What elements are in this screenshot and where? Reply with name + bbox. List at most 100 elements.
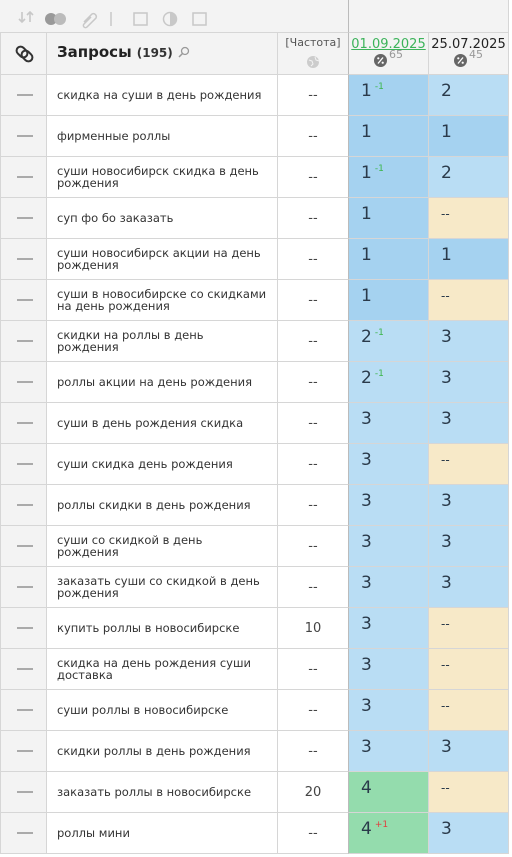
position-cell: --	[429, 649, 509, 690]
position: --	[441, 207, 450, 221]
position-cell: --	[429, 690, 509, 731]
date1-count: 65	[389, 48, 403, 61]
position: --	[441, 699, 450, 713]
position: 3	[361, 532, 372, 552]
query-header: Запросы (195)	[47, 33, 278, 75]
dash-icon	[17, 135, 33, 137]
position-cell: 2 -1	[349, 321, 429, 362]
position-change: -1	[374, 328, 384, 338]
date1-count-wrap: 65	[349, 48, 428, 67]
query-cell: скидка на день рождения суши доставка	[47, 649, 278, 690]
query: скидки роллы в день рождения	[57, 744, 251, 758]
query: заказать роллы в новосибирске	[57, 785, 252, 799]
position-cell: 3	[349, 485, 429, 526]
row-handle[interactable]	[0, 813, 47, 854]
row-handle[interactable]	[0, 75, 47, 116]
position-cell: 1	[349, 280, 429, 321]
search-icon[interactable]	[178, 46, 190, 58]
query: суп фо бо заказать	[57, 211, 174, 225]
row-handle[interactable]	[0, 772, 47, 813]
position: 4	[361, 819, 372, 839]
row-handle[interactable]	[0, 608, 47, 649]
row-handle[interactable]	[0, 649, 47, 690]
date1-header: 01.09.2025 65	[349, 33, 429, 75]
query-title: Запросы	[57, 43, 132, 61]
query-cell: заказать роллы в новосибирске	[47, 772, 278, 813]
row-handle[interactable]	[0, 239, 47, 280]
position: 3	[441, 532, 452, 552]
frequency: --	[278, 280, 349, 321]
globe-icon	[307, 56, 320, 68]
position: 2	[441, 163, 452, 183]
row-handle[interactable]	[0, 403, 47, 444]
link-header	[0, 33, 47, 75]
position-cell: --	[429, 280, 509, 321]
position-cell: 3	[349, 403, 429, 444]
position: 3	[361, 655, 372, 675]
row-handle[interactable]	[0, 485, 47, 526]
position: 2	[361, 368, 372, 388]
position-cell: 3	[349, 649, 429, 690]
frequency: --	[278, 75, 349, 116]
query-cell: суши в день рождения скидка	[47, 403, 278, 444]
frequency: --	[278, 362, 349, 403]
position: 3	[441, 327, 452, 347]
position: --	[441, 658, 450, 672]
row-handle[interactable]	[0, 280, 47, 321]
position: 1	[361, 163, 372, 183]
position-change: -1	[374, 164, 384, 174]
position-cell: 1	[349, 239, 429, 280]
row-handle[interactable]	[0, 690, 47, 731]
frequency: --	[278, 157, 349, 198]
row-handle[interactable]	[0, 157, 47, 198]
dash-icon	[17, 832, 33, 834]
query-cell: суши роллы в новосибирске	[47, 690, 278, 731]
date1[interactable]: 01.09.2025	[351, 37, 426, 52]
query: суши скидка день рождения	[57, 457, 233, 471]
row-handle[interactable]	[0, 321, 47, 362]
row-handle[interactable]	[0, 526, 47, 567]
query: суши роллы в новосибирске	[57, 703, 229, 717]
query: суши в новосибирске со скидками на день …	[57, 287, 267, 313]
frequency: --	[278, 239, 349, 280]
row-handle[interactable]	[0, 362, 47, 403]
frequency-title[interactable]: [Частота]	[285, 36, 341, 49]
position: 2	[361, 327, 372, 347]
query: суши со скидкой в день рождения	[57, 533, 203, 559]
frequency: --	[278, 526, 349, 567]
position: 3	[441, 409, 452, 429]
position-cell: 2	[429, 157, 509, 198]
query-cell: суши скидка день рождения	[47, 444, 278, 485]
query-cell: суши со скидкой в день рождения	[47, 526, 278, 567]
dash-icon	[17, 791, 33, 793]
position: 3	[441, 819, 452, 839]
query-cell: суши новосибирск скидка в день рождения	[47, 157, 278, 198]
dash-icon	[17, 381, 33, 383]
row-handle[interactable]	[0, 116, 47, 157]
percent-icon	[374, 54, 387, 67]
dash-icon	[17, 668, 33, 670]
query: скидка на день рождения суши доставка	[57, 656, 251, 682]
date2-count: 45	[469, 48, 483, 61]
query: скидки на роллы в день рождения	[57, 328, 204, 354]
frequency: 20	[278, 772, 349, 813]
row-handle[interactable]	[0, 444, 47, 485]
position-cell: 3	[349, 567, 429, 608]
row-handle[interactable]	[0, 567, 47, 608]
position-cell: 3	[429, 362, 509, 403]
position-cell: 3	[429, 321, 509, 362]
toolbar-icons	[18, 10, 207, 29]
row-handle[interactable]	[0, 198, 47, 239]
frequency: --	[278, 444, 349, 485]
date2[interactable]: 25.07.2025	[431, 37, 506, 52]
query: скидка на суши в день рождения	[57, 88, 262, 102]
dash-icon	[17, 94, 33, 96]
position-cell: 3	[429, 813, 509, 854]
dash-icon	[17, 463, 33, 465]
dash-icon	[17, 545, 33, 547]
position-cell: 4 +1	[349, 813, 429, 854]
frequency: 10	[278, 608, 349, 649]
frequency: --	[278, 116, 349, 157]
row-handle[interactable]	[0, 731, 47, 772]
dash-icon	[17, 176, 33, 178]
